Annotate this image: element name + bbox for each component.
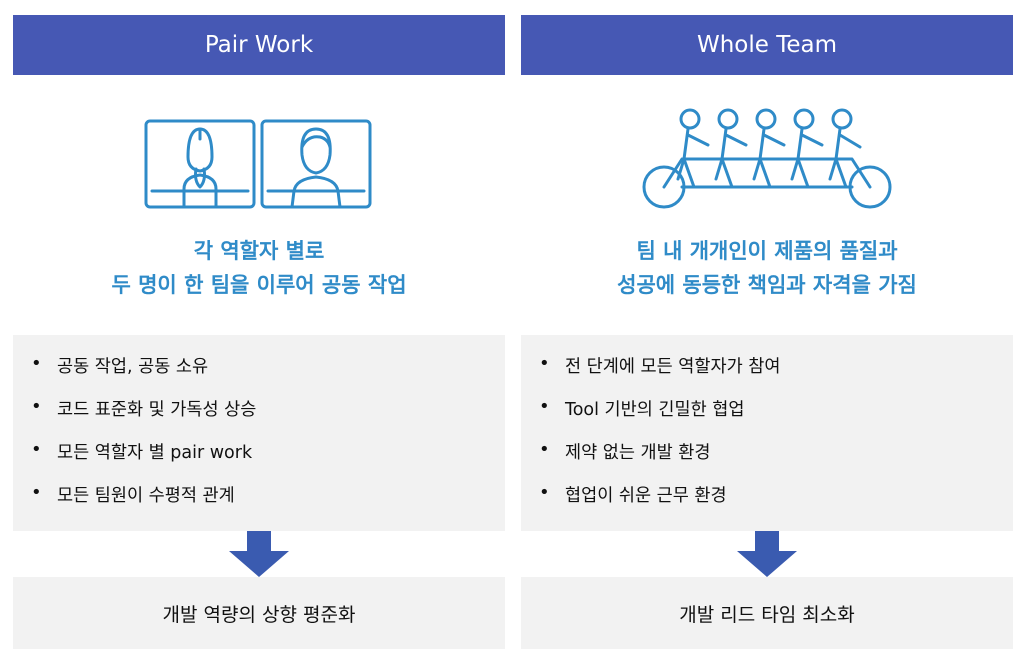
whole-team-column: Whole Team — [521, 15, 1013, 649]
list-item: • 모든 역할자 별 pair work — [31, 439, 253, 463]
list-item: • 코드 표준화 및 가독성 상승 — [31, 396, 257, 420]
list-item: • Tool 기반의 긴밀한 협업 — [539, 396, 745, 420]
whole-team-bullets: • 전 단계에 모든 역할자가 참여 • Tool 기반의 긴밀한 협업 • 제약 없… — [521, 335, 1013, 531]
tandem-bicycle-team-icon — [521, 87, 1013, 212]
two-persons-monitors-icon — [13, 87, 505, 212]
pair-work-column: Pair Work 각 역할자 별로 두 명이 한 팀을 이루어 공동 작업 •… — [13, 15, 505, 649]
list-item: • 모든 팀원이 수평적 관계 — [31, 482, 235, 506]
whole-team-result: 개발 리드 타임 최소화 — [521, 577, 1013, 649]
list-item: • 전 단계에 모든 역할자가 참여 — [539, 353, 781, 377]
down-arrow-icon — [13, 531, 505, 577]
list-item: • 제약 없는 개발 환경 — [539, 439, 711, 463]
list-item: • 협업이 쉬운 근무 환경 — [539, 482, 727, 506]
pair-work-tagline-line: 두 명이 한 팀을 이루어 공동 작업 — [111, 273, 407, 297]
down-arrow-icon — [521, 531, 1013, 577]
whole-team-tagline: 팀 내 개개인이 제품의 품질과 성공에 동등한 책임과 자격을 가짐 — [521, 234, 1013, 302]
whole-team-header: Whole Team — [521, 15, 1013, 75]
pair-work-result: 개발 역량의 상향 평준화 — [13, 577, 505, 649]
whole-team-tagline-line: 성공에 동등한 책임과 자격을 가짐 — [617, 273, 917, 297]
pair-work-tagline: 각 역할자 별로 두 명이 한 팀을 이루어 공동 작업 — [13, 234, 505, 302]
list-item: • 공동 작업, 공동 소유 — [31, 353, 209, 377]
pair-work-header: Pair Work — [13, 15, 505, 75]
pair-work-title: Pair Work — [204, 32, 314, 58]
whole-team-tagline-line: 팀 내 개개인이 제품의 품질과 — [636, 239, 898, 263]
whole-team-title: Whole Team — [696, 32, 838, 58]
pair-work-bullets: • 공동 작업, 공동 소유 • 코드 표준화 및 가독성 상승 • 모든 역할자 별… — [13, 335, 505, 531]
pair-work-tagline-line: 각 역할자 별로 — [193, 239, 325, 263]
